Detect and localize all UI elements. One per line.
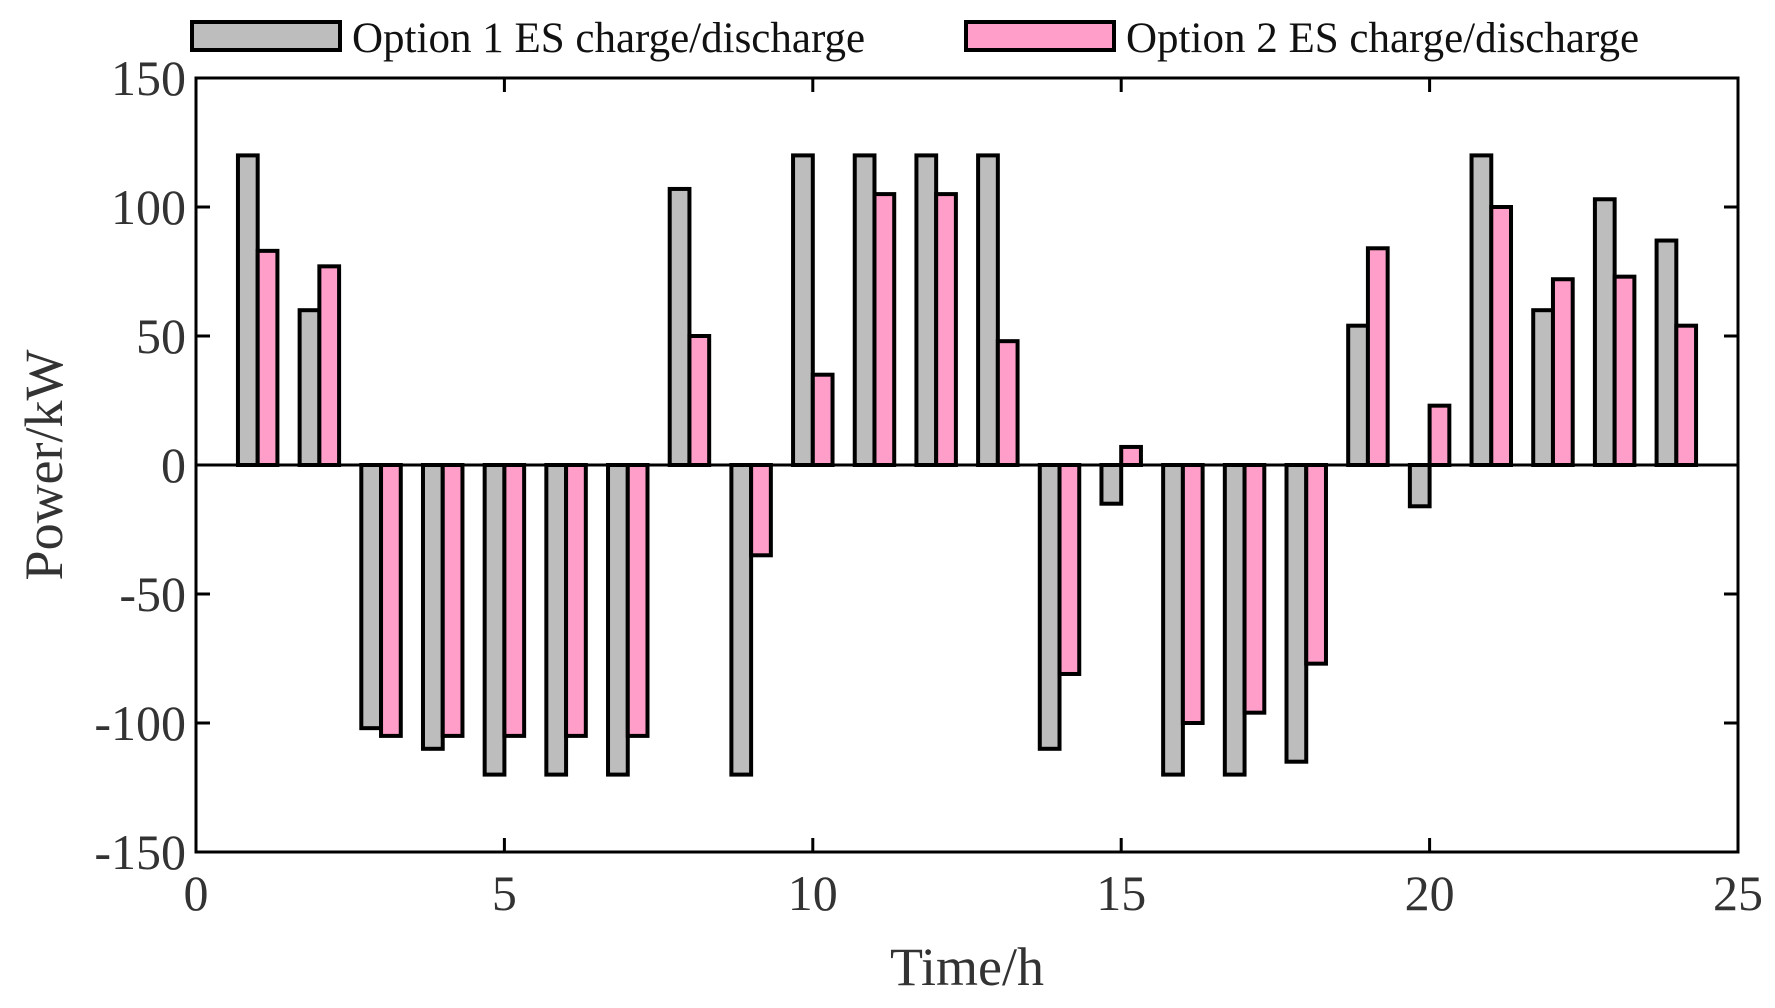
bar-series2-t21 xyxy=(1489,205,1514,467)
bar-series2-t14 xyxy=(1057,463,1082,676)
bar-series1-t4 xyxy=(420,463,445,751)
bar-series2-t10 xyxy=(810,372,835,468)
bar-series2-t18 xyxy=(1304,463,1328,666)
x-tick-label: 5 xyxy=(492,865,517,921)
bar-series1-t5 xyxy=(482,463,507,777)
bar-series2-t1 xyxy=(255,248,280,467)
y-tick-label: -50 xyxy=(119,566,186,622)
bar-series2-t15 xyxy=(1119,444,1143,468)
bar-series2-t16 xyxy=(1180,463,1205,725)
ticks-layer: 0 5 10 15 20 25 -150 -100 -50 0 50 100 150 xyxy=(94,50,1763,921)
bar-series2-t7 xyxy=(625,463,650,738)
bar-series2-t23 xyxy=(1612,274,1637,467)
bar-series1-t24 xyxy=(1654,238,1679,467)
y-tick-label: -100 xyxy=(94,695,186,751)
bar-series2-t11 xyxy=(872,192,897,467)
bar-series2-t19 xyxy=(1365,246,1390,467)
bar-series2-t4 xyxy=(440,463,465,738)
bar-series2-t17 xyxy=(1242,463,1267,715)
bar-series1-t9 xyxy=(729,463,754,777)
x-tick-label: 0 xyxy=(184,865,209,921)
bar-series1-t6 xyxy=(544,463,569,777)
y-tick-label: 100 xyxy=(111,179,186,235)
x-tick-label: 10 xyxy=(788,865,838,921)
bar-series1-t21 xyxy=(1469,153,1494,467)
bar-series1-t19 xyxy=(1346,323,1370,467)
bar-series2-t6 xyxy=(564,463,588,738)
x-tick-label: 20 xyxy=(1405,865,1455,921)
bar-series1-t7 xyxy=(606,463,630,777)
y-tick-label: 50 xyxy=(136,308,186,364)
y-tick-label: 150 xyxy=(111,50,186,106)
bar-series1-t22 xyxy=(1531,308,1555,468)
bar-series1-t8 xyxy=(667,186,692,467)
y-axis-title: Power/kW xyxy=(14,349,74,580)
bar-series1-t12 xyxy=(914,153,939,467)
bar-series1-t23 xyxy=(1592,197,1617,467)
bar-series2-t8 xyxy=(687,334,712,467)
x-tick-label: 25 xyxy=(1713,865,1763,921)
legend-swatch-series2 xyxy=(964,20,1116,52)
y-tick-label: -150 xyxy=(94,824,186,880)
legend-label-series2: Option 2 ES charge/discharge xyxy=(1126,15,1639,62)
bar-series1-t11 xyxy=(852,153,877,467)
bar-series2-t12 xyxy=(934,192,958,467)
bar-series1-t14 xyxy=(1037,463,1062,751)
bar-series1-t17 xyxy=(1222,463,1247,777)
bar-series1-t2 xyxy=(297,308,322,468)
bar-series2-t20 xyxy=(1427,403,1452,468)
bar-series2-t24 xyxy=(1674,323,1699,467)
bar-series2-t13 xyxy=(995,339,1020,467)
y-tick-label: 0 xyxy=(161,437,186,493)
bar-series2-t9 xyxy=(749,463,773,558)
x-axis-title: Time/h xyxy=(890,937,1044,997)
bar-series1-t1 xyxy=(235,153,260,467)
bar-series2-t22 xyxy=(1550,277,1575,467)
bar-series1-t20 xyxy=(1407,463,1432,509)
bar-series1-t13 xyxy=(976,153,1000,467)
bar-series2-t3 xyxy=(379,463,403,738)
legend: Option 1 ES charge/discharge Option 2 ES … xyxy=(190,15,1639,62)
bar-series1-t3 xyxy=(359,463,384,731)
bar-series2-t5 xyxy=(502,463,527,738)
legend-swatch-series1 xyxy=(190,20,342,52)
bar-series1-t16 xyxy=(1161,463,1185,777)
bar-series1-t10 xyxy=(791,153,815,467)
bar-series1-t15 xyxy=(1099,463,1124,506)
legend-label-series1: Option 1 ES charge/discharge xyxy=(352,15,865,62)
bar-series1-t18 xyxy=(1284,463,1309,764)
bar-series2-t2 xyxy=(317,264,342,467)
x-tick-label: 15 xyxy=(1096,865,1146,921)
